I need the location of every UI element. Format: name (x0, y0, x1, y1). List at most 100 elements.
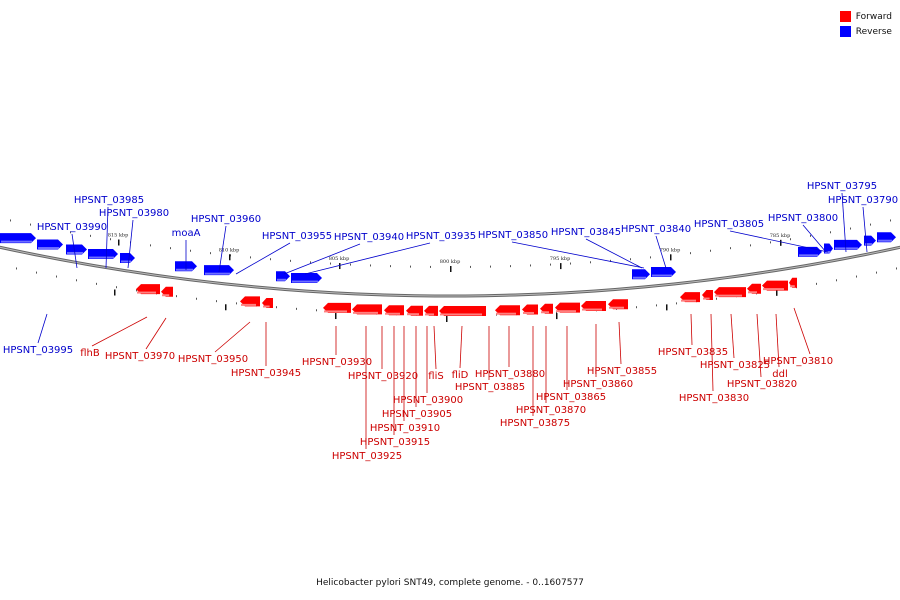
tick-dot (716, 297, 717, 300)
reverse-label-6: HPSNT_03955 (262, 231, 332, 242)
forward-gene-15-shade (609, 306, 624, 309)
reverse-label-10-leader (585, 238, 643, 269)
reverse-label-14-leader (841, 192, 847, 253)
scale-label: 800 kbp (440, 259, 461, 265)
reverse-label-11-leader (655, 235, 667, 269)
reverse-label-12: HPSNT_03805 (694, 219, 764, 230)
tick-dot (650, 256, 651, 259)
forward-label-9: HPSNT_03905 (382, 409, 452, 420)
tick-dot (56, 275, 57, 278)
forward-gene-2-shade (241, 303, 256, 306)
tick-dot (636, 306, 637, 309)
major-tick (450, 266, 452, 272)
forward-label-3: HPSNT_03945 (231, 368, 301, 379)
forward-gene-9-shade (440, 313, 482, 316)
tick-dot (470, 265, 471, 268)
forward-label-12: fliD (452, 370, 469, 381)
map-caption: Helicobacter pylori SNT49, complete geno… (316, 578, 584, 588)
tick-dot (310, 261, 311, 264)
major-tick (335, 313, 337, 320)
tick-dot (430, 265, 431, 268)
forward-label-20: HPSNT_03835 (658, 347, 728, 358)
tick-dot (250, 256, 251, 259)
forward-label-21: HPSNT_03830 (679, 393, 749, 404)
reverse-label-7-leader (283, 243, 361, 275)
tick-dot (710, 249, 711, 252)
legend-reverse: Reverse (839, 24, 892, 39)
reverse-gene-8-shade (292, 280, 318, 283)
tick-dot (36, 271, 37, 274)
forward-gene-21-shade (790, 285, 795, 288)
forward-gene-10-shade (496, 312, 516, 315)
major-tick (560, 263, 562, 270)
forward-label-8: HPSNT_03910 (370, 423, 440, 434)
forward-gene-4-shade (324, 310, 347, 313)
forward-gene-5-shade (353, 311, 378, 314)
tick-dot (590, 261, 591, 264)
forward-label-17: HPSNT_03865 (536, 392, 606, 403)
reverse-label-3-leader (127, 219, 134, 269)
forward-label-22: HPSNT_03825 (700, 360, 770, 371)
tick-dot (110, 238, 111, 241)
tick-dot (16, 267, 17, 270)
tick-dot (556, 311, 557, 314)
forward-gene-20-shade (763, 288, 784, 291)
tick-dot (790, 238, 791, 241)
reverse-gene-7-shade (277, 278, 286, 281)
reverse-gene-4-shade (121, 260, 131, 263)
forward-gene-13-shade (556, 310, 576, 313)
forward-label-16: HPSNT_03870 (516, 405, 586, 416)
forward-label-7: HPSNT_03915 (360, 437, 430, 448)
reverse-label-5: HPSNT_03960 (191, 214, 261, 225)
forward-gene-8-shade (425, 313, 434, 316)
reverse-gene-9-shade (633, 276, 646, 279)
reverse-label-0-leader (37, 313, 48, 344)
forward-label-25-leader (793, 307, 811, 355)
forward-label-5: HPSNT_03920 (348, 371, 418, 382)
forward-label-21-leader (710, 313, 714, 392)
forward-label-6: HPSNT_03925 (332, 451, 402, 462)
forward-label-4: HPSNT_03930 (302, 357, 372, 368)
tick-dot (656, 304, 657, 307)
tick-dot (810, 234, 811, 237)
tick-dot (50, 227, 51, 230)
forward-gene-1-shade (162, 294, 170, 297)
tick-dot (816, 282, 817, 285)
forward-label-11: fliS (428, 371, 443, 382)
forward-label-2-leader (214, 321, 251, 353)
legend-reverse-label: Reverse (855, 26, 892, 37)
scale-label: 785 kbp (770, 233, 791, 239)
major-tick (776, 289, 778, 296)
scale-label: 790 kbp (660, 247, 681, 253)
tick-dot (896, 267, 897, 270)
tick-dot (30, 223, 31, 226)
tick-dot (150, 244, 151, 247)
reverse-gene-0-shade (1, 240, 32, 243)
major-tick (670, 254, 672, 261)
tick-dot (836, 279, 837, 282)
reverse-gene-15-shade (878, 239, 892, 242)
forward-label-18: HPSNT_03860 (563, 379, 633, 390)
tick-dot (350, 263, 351, 266)
reverse-gene-11-shade (799, 254, 818, 257)
tick-dot (196, 297, 197, 300)
reverse-label-5-leader (218, 225, 227, 273)
forward-label-19-leader (618, 321, 622, 365)
reverse-label-8-leader (304, 242, 431, 275)
tick-dot (390, 265, 391, 268)
forward-label-2: HPSNT_03950 (178, 354, 248, 365)
reverse-gene-13-shade (835, 247, 858, 250)
forward-label-23: HPSNT_03820 (727, 379, 797, 390)
reverse-label-12-leader (729, 230, 829, 253)
reverse-gene-3-shade (89, 256, 114, 259)
tick-dot (730, 247, 731, 250)
reverse-label-1: HPSNT_03990 (37, 222, 107, 233)
reverse-label-9-leader (511, 241, 645, 269)
tick-dot (530, 264, 531, 267)
reverse-label-1-leader (71, 233, 78, 269)
reverse-label-13: HPSNT_03800 (768, 213, 838, 224)
forward-label-0-leader (91, 316, 148, 347)
tick-dot (190, 249, 191, 252)
major-tick (229, 254, 231, 261)
